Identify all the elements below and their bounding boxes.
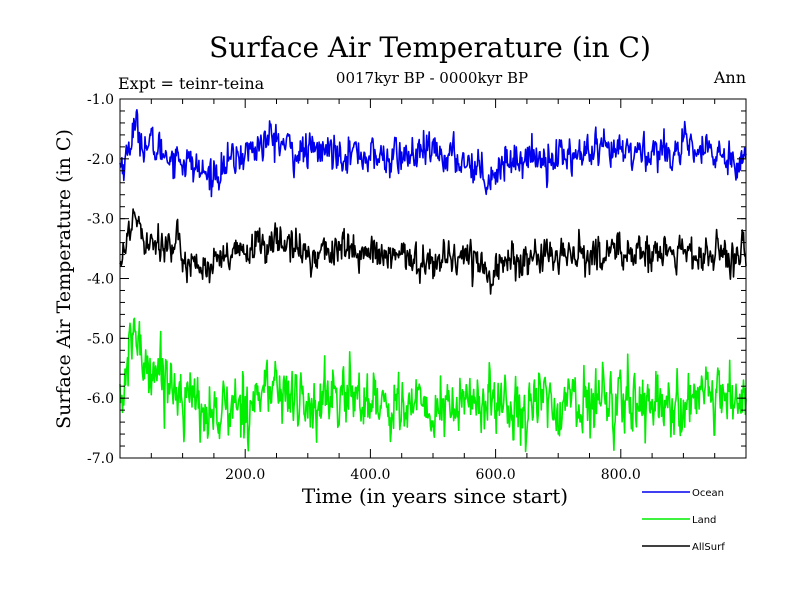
y-axis-label: Surface Air Temperature (in C) [53, 129, 75, 429]
legend: Ocean Land AllSurf [642, 488, 725, 553]
x-tick-label: 200.0 [225, 467, 265, 483]
x-tick-label: 600.0 [476, 467, 516, 483]
x-tick-label: 800.0 [601, 467, 641, 483]
legend-label-allsurf: AllSurf [692, 542, 725, 553]
y-tick-label: -1.0 [87, 92, 114, 108]
series-line-allsurf [119, 208, 747, 295]
series-line-ocean [119, 109, 747, 198]
y-tick-label: -6.0 [87, 391, 114, 407]
y-tick-label: -2.0 [87, 152, 114, 168]
y-tick-label: -5.0 [87, 331, 114, 347]
season-label: Ann [713, 68, 746, 87]
legend-label-ocean: Ocean [692, 488, 724, 499]
plot-area: -1.0 -2.0 -3.0 -4.0 -5.0 -6.0 -7.0 200.0 400.0 60… [87, 92, 747, 483]
series-line-land [119, 317, 747, 453]
legend-label-land: Land [692, 515, 716, 526]
experiment-label: Expt = teinr-teina [118, 74, 265, 93]
x-tick-label: 400.0 [350, 467, 390, 483]
x-axis-label: Time (in years since start) [302, 484, 568, 508]
chart-title: Surface Air Temperature (in C) [209, 31, 651, 64]
y-tick-label: -3.0 [87, 212, 114, 228]
y-tick-label: -4.0 [87, 272, 114, 288]
chart-subtitle: 0017kyr BP - 0000kyr BP [336, 69, 528, 87]
y-tick-label: -7.0 [87, 451, 114, 467]
